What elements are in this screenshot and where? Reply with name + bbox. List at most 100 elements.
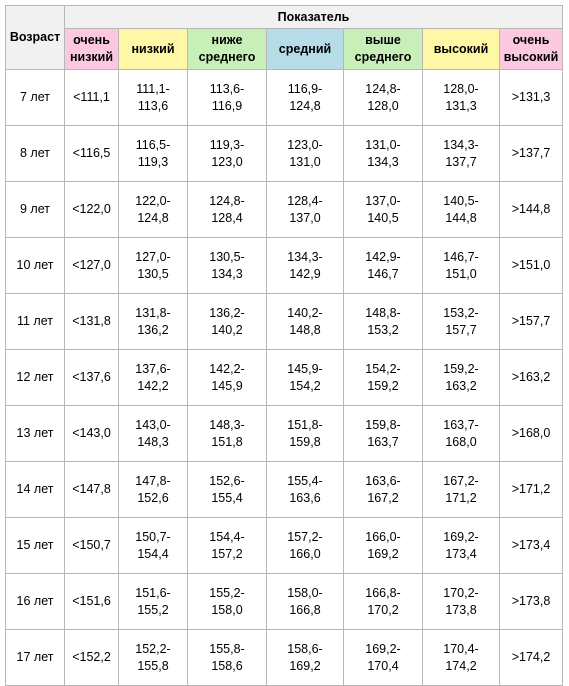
table-row: 10 лет <127,0 127,0- 130,5 130,5- 134,3 134,3-… bbox=[5, 237, 563, 294]
very-high-cell: >151,0 bbox=[499, 237, 563, 294]
average-cell: 140,2- 148,8 bbox=[266, 293, 344, 350]
table-row: 12 лет <137,6 137,6- 142,2 142,2- 145,9 145,9-… bbox=[5, 349, 563, 406]
table-row: 9 лет <122,0 122,0- 124,8 124,8- 128,4 128,4- 1… bbox=[5, 181, 563, 238]
very-low-cell: <151,6 bbox=[64, 573, 119, 630]
below-average-cell: 142,2- 145,9 bbox=[187, 349, 267, 406]
very-high-cell: >157,7 bbox=[499, 293, 563, 350]
average-cell: 157,2- 166,0 bbox=[266, 517, 344, 574]
below-average-cell: 155,2- 158,0 bbox=[187, 573, 267, 630]
table-row: 8 лет <116,5 116,5- 119,3 119,3- 123,0 123,0- 1… bbox=[5, 125, 563, 182]
average-cell: 123,0- 131,0 bbox=[266, 125, 344, 182]
high-cell: 146,7- 151,0 bbox=[422, 237, 500, 294]
low-cell: 122,0- 124,8 bbox=[118, 181, 188, 238]
above-average-cell: 166,8- 170,2 bbox=[343, 573, 423, 630]
age-cell: 13 лет bbox=[5, 405, 65, 462]
table-row: 17 лет <152,2 152,2- 155,8 155,8- 158,6 158,6-… bbox=[5, 629, 563, 686]
age-cell: 17 лет bbox=[5, 629, 65, 686]
very-high-cell: >171,2 bbox=[499, 461, 563, 518]
low-cell: 116,5- 119,3 bbox=[118, 125, 188, 182]
high-cell: 169,2- 173,4 bbox=[422, 517, 500, 574]
very-low-cell: <131,8 bbox=[64, 293, 119, 350]
average-cell: 155,4- 163,6 bbox=[266, 461, 344, 518]
low-cell: 127,0- 130,5 bbox=[118, 237, 188, 294]
table-body: 7 лет <111,1 111,1- 113,6 113,6- 116,9 116,9- 1… bbox=[5, 69, 563, 686]
very-low-cell: <116,5 bbox=[64, 125, 119, 182]
low-cell: 131,8- 136,2 bbox=[118, 293, 188, 350]
height-norms-table: Возраст Показатель очень низкий низкий ни… bbox=[5, 5, 563, 686]
average-cell: 158,6- 169,2 bbox=[266, 629, 344, 686]
below-average-cell: 152,6- 155,4 bbox=[187, 461, 267, 518]
high-cell: 170,2- 173,8 bbox=[422, 573, 500, 630]
below-average-cell: 130,5- 134,3 bbox=[187, 237, 267, 294]
above-average-cell: 163,6- 167,2 bbox=[343, 461, 423, 518]
low-cell: 147,8- 152,6 bbox=[118, 461, 188, 518]
very-high-cell: >144,8 bbox=[499, 181, 563, 238]
col-below-average-header: ниже среднего bbox=[187, 28, 267, 70]
table-row: 16 лет <151,6 151,6- 155,2 155,2- 158,0 158,0-… bbox=[5, 573, 563, 630]
above-average-cell: 142,9- 146,7 bbox=[343, 237, 423, 294]
table-row: 14 лет <147,8 147,8- 152,6 152,6- 155,4 155,4-… bbox=[5, 461, 563, 518]
age-cell: 15 лет bbox=[5, 517, 65, 574]
high-cell: 128,0- 131,3 bbox=[422, 69, 500, 126]
very-low-cell: <137,6 bbox=[64, 349, 119, 406]
high-cell: 163,7- 168,0 bbox=[422, 405, 500, 462]
col-above-average-header: выше среднего bbox=[343, 28, 423, 70]
high-cell: 167,2- 171,2 bbox=[422, 461, 500, 518]
below-average-cell: 148,3- 151,8 bbox=[187, 405, 267, 462]
low-cell: 137,6- 142,2 bbox=[118, 349, 188, 406]
low-cell: 111,1- 113,6 bbox=[118, 69, 188, 126]
age-cell: 8 лет bbox=[5, 125, 65, 182]
very-low-cell: <127,0 bbox=[64, 237, 119, 294]
high-cell: 153,2- 157,7 bbox=[422, 293, 500, 350]
above-average-cell: 148,8- 153,2 bbox=[343, 293, 423, 350]
above-average-cell: 159,8- 163,7 bbox=[343, 405, 423, 462]
average-cell: 134,3- 142,9 bbox=[266, 237, 344, 294]
average-cell: 151,8- 159,8 bbox=[266, 405, 344, 462]
below-average-cell: 113,6- 116,9 bbox=[187, 69, 267, 126]
very-high-cell: >131,3 bbox=[499, 69, 563, 126]
very-low-cell: <147,8 bbox=[64, 461, 119, 518]
very-low-cell: <122,0 bbox=[64, 181, 119, 238]
table-row: 13 лет <143,0 143,0- 148,3 148,3- 151,8 151,8-… bbox=[5, 405, 563, 462]
average-cell: 116,9- 124,8 bbox=[266, 69, 344, 126]
low-cell: 152,2- 155,8 bbox=[118, 629, 188, 686]
very-low-cell: <152,2 bbox=[64, 629, 119, 686]
table-row: 11 лет <131,8 131,8- 136,2 136,2- 140,2 140,2-… bbox=[5, 293, 563, 350]
high-cell: 159,2- 163,2 bbox=[422, 349, 500, 406]
very-high-cell: >173,4 bbox=[499, 517, 563, 574]
low-cell: 143,0- 148,3 bbox=[118, 405, 188, 462]
very-low-cell: <150,7 bbox=[64, 517, 119, 574]
age-cell: 12 лет bbox=[5, 349, 65, 406]
high-cell: 170,4- 174,2 bbox=[422, 629, 500, 686]
col-very-low-header: очень низкий bbox=[64, 28, 119, 70]
col-high-header: высокий bbox=[422, 28, 500, 70]
very-high-cell: >168,0 bbox=[499, 405, 563, 462]
very-low-cell: <143,0 bbox=[64, 405, 119, 462]
very-high-cell: >174,2 bbox=[499, 629, 563, 686]
very-high-cell: >163,2 bbox=[499, 349, 563, 406]
below-average-cell: 119,3- 123,0 bbox=[187, 125, 267, 182]
low-cell: 151,6- 155,2 bbox=[118, 573, 188, 630]
very-high-cell: >173,8 bbox=[499, 573, 563, 630]
high-cell: 140,5- 144,8 bbox=[422, 181, 500, 238]
above-average-cell: 169,2- 170,4 bbox=[343, 629, 423, 686]
above-average-cell: 124,8- 128,0 bbox=[343, 69, 423, 126]
below-average-cell: 155,8- 158,6 bbox=[187, 629, 267, 686]
age-cell: 9 лет bbox=[5, 181, 65, 238]
table-row: 15 лет <150,7 150,7- 154,4 154,4- 157,2 157,2-… bbox=[5, 517, 563, 574]
table-row: 7 лет <111,1 111,1- 113,6 113,6- 116,9 116,9- 1… bbox=[5, 69, 563, 126]
very-high-cell: >137,7 bbox=[499, 125, 563, 182]
col-very-high-header: очень высокий bbox=[499, 28, 563, 70]
low-cell: 150,7- 154,4 bbox=[118, 517, 188, 574]
high-cell: 134,3- 137,7 bbox=[422, 125, 500, 182]
above-average-cell: 166,0- 169,2 bbox=[343, 517, 423, 574]
above-average-cell: 137,0- 140,5 bbox=[343, 181, 423, 238]
age-cell: 10 лет bbox=[5, 237, 65, 294]
average-cell: 145,9- 154,2 bbox=[266, 349, 344, 406]
below-average-cell: 124,8- 128,4 bbox=[187, 181, 267, 238]
above-average-cell: 154,2- 159,2 bbox=[343, 349, 423, 406]
average-cell: 158,0- 166,8 bbox=[266, 573, 344, 630]
col-average-header: средний bbox=[266, 28, 344, 70]
very-low-cell: <111,1 bbox=[64, 69, 119, 126]
col-low-header: низкий bbox=[118, 28, 188, 70]
